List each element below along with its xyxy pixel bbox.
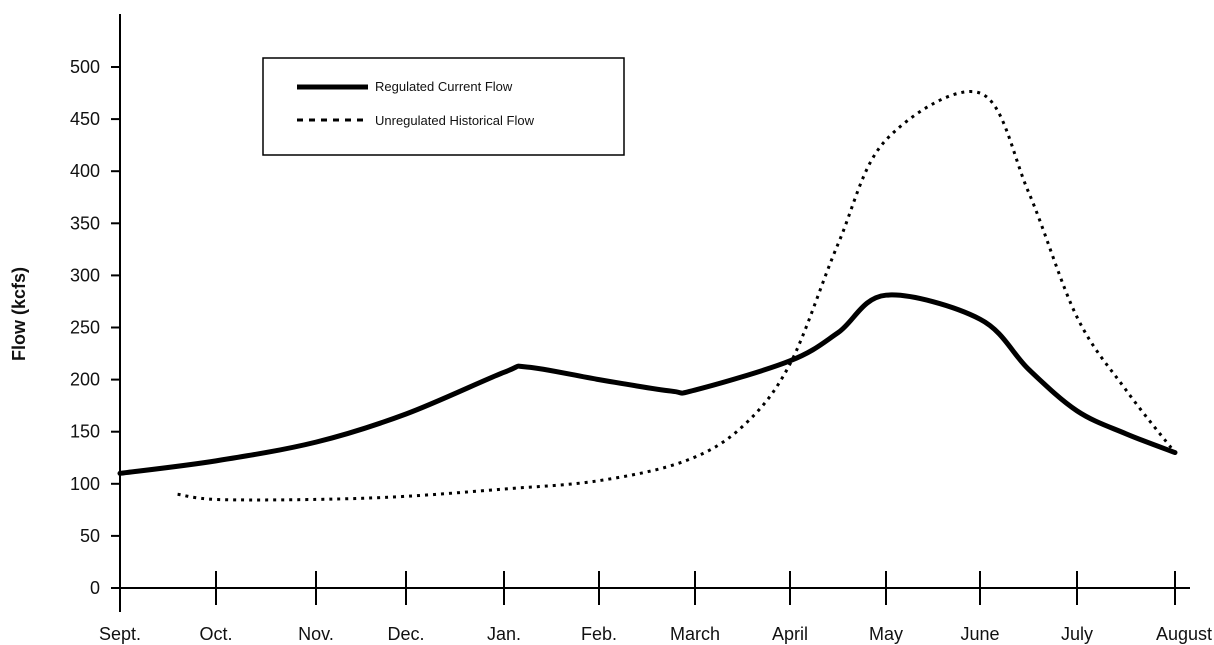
- y-tick-label: 200: [70, 370, 100, 390]
- y-tick-label: 250: [70, 318, 100, 338]
- y-tick-label: 400: [70, 161, 100, 181]
- legend: Regulated Current Flow Unregulated Histo…: [262, 57, 625, 156]
- legend-box: [262, 57, 625, 156]
- x-tick-label: Sept.: [99, 624, 141, 644]
- x-tick-label: June: [960, 624, 999, 644]
- y-axis-label: Flow (kcfs): [9, 267, 29, 361]
- x-tick-label: Feb.: [581, 624, 617, 644]
- y-tick-label: 350: [70, 213, 100, 233]
- y-tick-label: 0: [90, 578, 100, 598]
- x-tick-label: Jan.: [487, 624, 521, 644]
- legend-label-regulated: Regulated Current Flow: [375, 79, 513, 94]
- y-tick-label: 300: [70, 265, 100, 285]
- series-line-regulated: [117, 292, 1178, 476]
- legend-label-unregulated: Unregulated Historical Flow: [375, 113, 535, 128]
- x-tick-label: August: [1156, 624, 1212, 644]
- series-layer: [117, 90, 1178, 502]
- y-tick-label: 100: [70, 474, 100, 494]
- x-tick-label: Nov.: [298, 624, 334, 644]
- x-tick-label: Dec.: [387, 624, 424, 644]
- y-tick-label: 500: [70, 57, 100, 77]
- y-tick-label: 50: [80, 526, 100, 546]
- axes: 0 50 100 150 200 250 300 350 400 450 500 Sept. Oct. N…: [70, 14, 1212, 644]
- y-tick-label: 150: [70, 422, 100, 442]
- x-tick-label: July: [1061, 624, 1093, 644]
- x-tick-label: May: [869, 624, 903, 644]
- x-tick-label: Oct.: [199, 624, 232, 644]
- series-line-unregulated: [177, 90, 1177, 502]
- x-tick-label: March: [670, 624, 720, 644]
- x-tick-label: April: [772, 624, 808, 644]
- y-tick-label: 450: [70, 109, 100, 129]
